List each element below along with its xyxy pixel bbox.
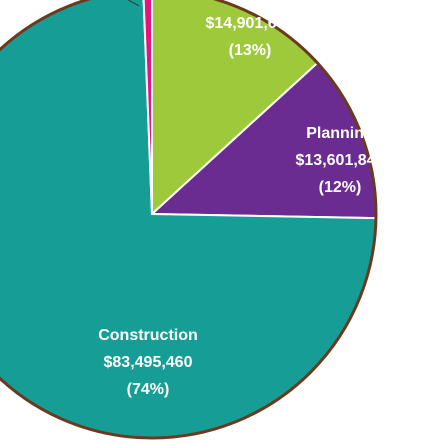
- leader-line: [127, 0, 140, 7]
- labels: $14,901,651 (13%) Planning $13,601,847 (12%)…: [98, 15, 384, 398]
- percent-label: (74%): [127, 381, 170, 398]
- percent-label: (12%): [319, 179, 362, 196]
- value-label: $13,601,847: [296, 152, 385, 169]
- value-label: $83,495,460: [104, 354, 193, 371]
- slice-name: Planning: [306, 125, 374, 142]
- pie-slice: [142, 0, 153, 215]
- pie: [0, 0, 378, 440]
- pie-edge: [0, 0, 378, 440]
- value-label: $14,901,651: [206, 15, 295, 32]
- percent-label: (13%): [229, 42, 272, 59]
- slice-name: Construction: [98, 327, 198, 344]
